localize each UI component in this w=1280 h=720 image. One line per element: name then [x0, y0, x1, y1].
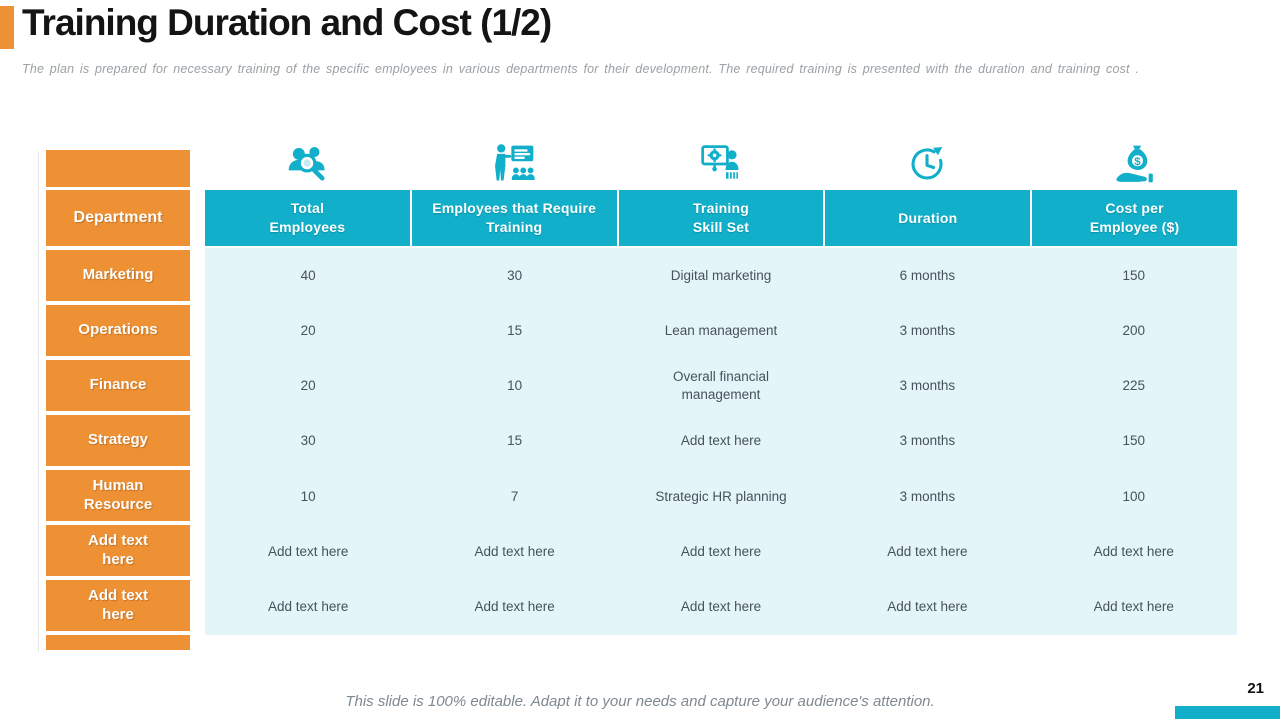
table-cell: 30: [507, 267, 523, 283]
people-search-icon: [205, 140, 411, 188]
skillset-board-icon: [618, 140, 824, 188]
table-cell: Add text here: [474, 543, 555, 559]
department-cell-human-resource: Human Resource: [46, 470, 190, 521]
table-cell: 3 months: [899, 433, 956, 449]
table-cell: 30: [300, 433, 316, 449]
department-cell-marketing: Marketing: [46, 250, 190, 301]
table-cell: 7: [510, 488, 519, 504]
table-cell: 20: [300, 322, 316, 338]
footer-note: This slide is 100% editable. Adapt it to…: [345, 693, 935, 710]
table-cell: Add text here: [1093, 599, 1174, 615]
column-header-cost-per-employee: Cost per Employee ($): [1032, 190, 1237, 246]
table-cell: Add text here: [887, 599, 968, 615]
table-cell: 10: [507, 378, 523, 394]
column-header-duration: Duration: [825, 190, 1031, 246]
department-header-cell: Department: [46, 190, 190, 246]
table-cell: 6 months: [899, 267, 956, 283]
corner-accent-bar: [1175, 706, 1280, 719]
department-cell-placeholder-2: Add text here: [46, 580, 190, 631]
table-cell: 150: [1122, 433, 1146, 449]
table-cell: Add text here: [887, 543, 968, 559]
table-cell: 40: [300, 267, 316, 283]
department-cell-strategy: Strategy: [46, 415, 190, 466]
table-body: 40 30 Digital marketing 6 months 150 20 …: [205, 248, 1237, 635]
table-cell: Add text here: [474, 599, 555, 615]
table-cell: Digital marketing: [670, 267, 772, 283]
department-cell-finance: Finance: [46, 360, 190, 411]
department-cell-operations: Operations: [46, 305, 190, 356]
table-cell: 15: [507, 433, 523, 449]
table-cell: Add text here: [680, 599, 762, 615]
trainer-presentation-icon: [411, 140, 617, 188]
department-cell-placeholder-1: Add text here: [46, 525, 190, 576]
table-cell: 100: [1122, 488, 1146, 504]
column-header-training-skill-set: Training Skill Set: [618, 190, 824, 246]
money-bag-hand-icon: $: [1031, 140, 1237, 188]
department-partial-cell: [46, 635, 190, 650]
table-cell: Add text here: [680, 433, 762, 449]
table-cell: Strategic HR planning: [655, 488, 787, 504]
table-cell: Add text here: [268, 543, 349, 559]
page-title: Training Duration and Cost (1/2): [22, 2, 552, 43]
column-icons-row: $: [205, 140, 1237, 188]
clock-icon: [824, 140, 1030, 188]
table-left-gridline: [38, 152, 39, 652]
svg-text:$: $: [1134, 156, 1141, 168]
department-spacer-cell: [46, 150, 190, 187]
slide-subtitle: The plan is prepared for necessary train…: [22, 62, 1140, 76]
table-cell: 150: [1122, 267, 1146, 283]
table-cell: 3 months: [899, 322, 956, 338]
table-cell: 3 months: [899, 488, 956, 504]
table-cell: 15: [507, 322, 523, 338]
table-cell: Add text here: [680, 543, 762, 559]
table-cell: 20: [300, 378, 316, 394]
table-cell: 10: [300, 488, 316, 504]
page-number: 21: [1247, 680, 1264, 697]
column-header-employees-that-require-training: Employees that Require Training: [411, 190, 617, 246]
table-cell: 200: [1122, 322, 1146, 338]
column-header-total-employees: Total Employees: [205, 190, 410, 246]
table-cell: Lean management: [664, 322, 778, 338]
table-cell: Add text here: [268, 599, 349, 615]
table-cell: 225: [1122, 378, 1146, 394]
table-cell: Add text here: [1093, 543, 1174, 559]
table-header-row: Total Employees Employees that Require T…: [205, 190, 1237, 246]
department-column: Department Marketing Operations Finance …: [46, 150, 190, 660]
table-cell: 3 months: [899, 378, 956, 394]
table-cell: Overall financial management: [672, 368, 770, 403]
title-accent-bar: [0, 6, 14, 49]
